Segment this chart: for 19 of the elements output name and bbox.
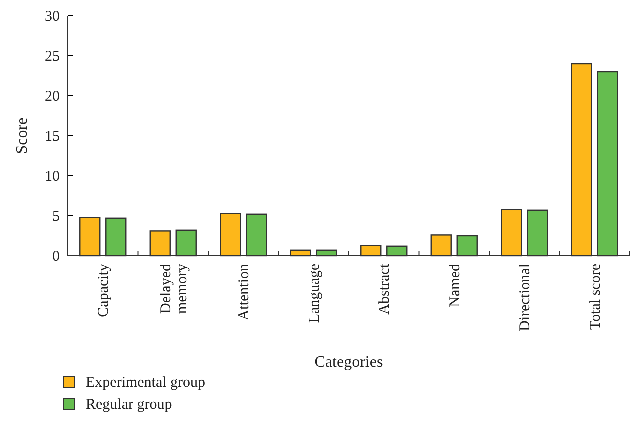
y-tick-label: 0 [52, 248, 60, 265]
y-tick-label: 20 [45, 88, 60, 105]
x-tick-label: Capacity [96, 264, 112, 318]
x-axis-title: Categories [314, 354, 384, 371]
x-tick-label: Named [447, 264, 464, 308]
x-tick-label: Delayed memory [158, 264, 190, 314]
legend-label: Regular group [86, 397, 172, 413]
x-tick-label: Attention [236, 264, 253, 321]
y-tick-label: 15 [45, 128, 60, 145]
x-tick-label: Total score [588, 264, 604, 330]
y-tick-label: 10 [45, 168, 60, 185]
y-tick-label: 30 [45, 8, 60, 25]
y-tick-label: 25 [45, 48, 60, 65]
y-axis-title: Score [14, 118, 31, 154]
x-tick-label: Abstract [377, 263, 394, 315]
y-tick-label: 5 [52, 208, 60, 225]
legend-label: Experimental group [86, 375, 206, 391]
x-tick-label: Language [306, 264, 323, 324]
x-tick-label: Directional [518, 264, 534, 332]
